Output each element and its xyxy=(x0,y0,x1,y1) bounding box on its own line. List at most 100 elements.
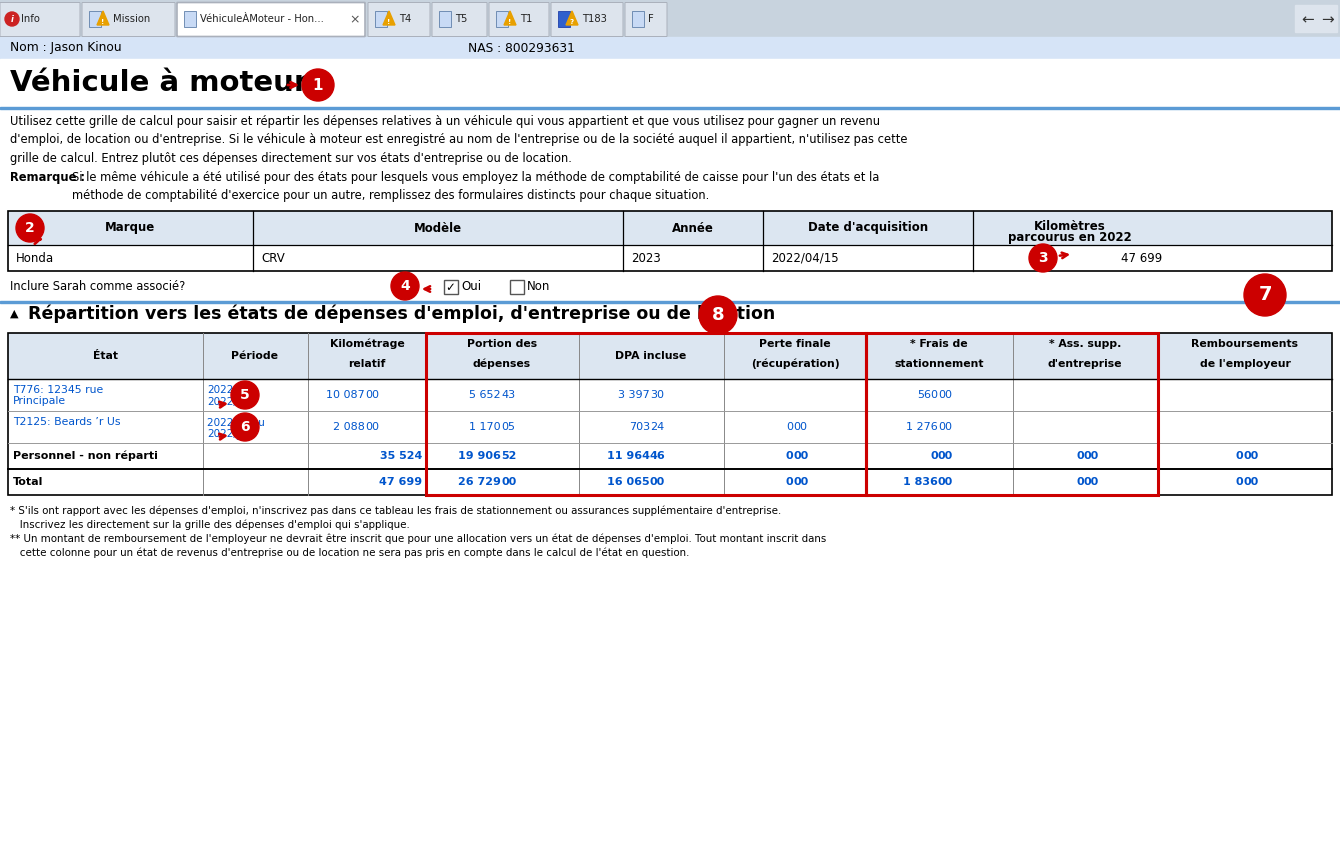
Bar xyxy=(444,280,458,294)
Text: 24: 24 xyxy=(650,422,665,432)
Text: Info: Info xyxy=(21,14,40,25)
Circle shape xyxy=(391,272,419,300)
Bar xyxy=(0,107,1340,109)
Text: 3 397: 3 397 xyxy=(618,390,650,400)
Text: VéhiculeÀMoteur - Hon...: VéhiculeÀMoteur - Hon... xyxy=(200,14,324,25)
Text: !: ! xyxy=(508,19,512,25)
Text: parcourus en 2022: parcourus en 2022 xyxy=(1008,231,1132,244)
FancyBboxPatch shape xyxy=(82,3,176,36)
Text: 00: 00 xyxy=(1084,477,1099,487)
Text: 00: 00 xyxy=(938,390,951,400)
Text: 7: 7 xyxy=(1258,285,1272,305)
Text: 00: 00 xyxy=(938,451,953,461)
Text: DPA incluse: DPA incluse xyxy=(615,351,686,361)
Text: CRV: CRV xyxy=(261,251,284,265)
Text: 10 087: 10 087 xyxy=(326,390,364,400)
Text: Total: Total xyxy=(13,477,43,487)
Bar xyxy=(511,280,524,294)
Text: 4: 4 xyxy=(401,279,410,293)
Text: F: F xyxy=(649,14,654,25)
Text: 2023: 2023 xyxy=(631,251,661,265)
Circle shape xyxy=(230,413,259,441)
Text: 47 699: 47 699 xyxy=(379,477,422,487)
Bar xyxy=(0,301,1340,304)
Bar xyxy=(8,333,1332,495)
Text: ×: × xyxy=(350,13,360,26)
Text: 35 524: 35 524 xyxy=(379,451,422,461)
Text: T183: T183 xyxy=(582,14,607,25)
Text: !: ! xyxy=(387,19,391,25)
Text: T5: T5 xyxy=(456,14,468,25)
Text: 00: 00 xyxy=(938,477,953,487)
Text: Marque: Marque xyxy=(105,222,155,234)
Text: 52: 52 xyxy=(501,451,516,461)
Text: Kilomètres: Kilomètres xyxy=(1034,220,1106,233)
Text: T2125: Beards ’r Us: T2125: Beards ’r Us xyxy=(13,417,121,427)
Text: i: i xyxy=(11,15,13,24)
Text: 0: 0 xyxy=(785,477,793,487)
Text: stationnement: stationnement xyxy=(894,359,984,369)
Text: 560: 560 xyxy=(917,390,938,400)
Bar xyxy=(0,0,1340,37)
Text: ←: ← xyxy=(1301,12,1315,27)
FancyBboxPatch shape xyxy=(0,3,80,36)
Text: 2022/0_ au: 2022/0_ au xyxy=(206,417,265,428)
Text: 2022/04/15: 2022/04/15 xyxy=(770,251,839,265)
Polygon shape xyxy=(383,11,395,25)
Text: T4: T4 xyxy=(399,14,411,25)
Text: 1 276: 1 276 xyxy=(906,422,938,432)
Text: ?: ? xyxy=(570,19,574,25)
Text: Portion des: Portion des xyxy=(466,339,537,349)
Circle shape xyxy=(302,69,334,101)
Text: 0: 0 xyxy=(787,422,793,432)
Text: 2022/1_: 2022/1_ xyxy=(206,396,249,407)
Text: Remboursements: Remboursements xyxy=(1191,339,1298,349)
Text: T1: T1 xyxy=(520,14,532,25)
Text: * Frais de: * Frais de xyxy=(910,339,967,349)
Circle shape xyxy=(5,12,19,26)
Text: →: → xyxy=(1321,12,1335,27)
Text: 0: 0 xyxy=(785,451,793,461)
Text: 2022/_: 2022/_ xyxy=(206,428,243,439)
Text: 00: 00 xyxy=(793,477,808,487)
Text: Principale: Principale xyxy=(13,396,66,406)
Text: (récupération): (récupération) xyxy=(750,359,839,369)
Text: 00: 00 xyxy=(938,422,951,432)
Text: 00: 00 xyxy=(364,390,379,400)
Text: 2: 2 xyxy=(25,221,35,235)
Bar xyxy=(8,333,1332,379)
Bar xyxy=(184,11,196,27)
Text: 00: 00 xyxy=(1244,477,1258,487)
Text: 19 906: 19 906 xyxy=(458,451,501,461)
Text: T776: 12345 rue: T776: 12345 rue xyxy=(13,385,103,395)
Text: 26 729: 26 729 xyxy=(458,477,501,487)
Text: 0: 0 xyxy=(1076,451,1084,461)
Bar xyxy=(496,11,508,27)
Text: Utilisez cette grille de calcul pour saisir et répartir les dépenses relatives à: Utilisez cette grille de calcul pour sai… xyxy=(9,115,907,165)
Text: 0: 0 xyxy=(1235,477,1244,487)
Text: NAS : 800293631: NAS : 800293631 xyxy=(468,41,575,54)
Bar xyxy=(632,11,645,27)
Text: 0: 0 xyxy=(1235,451,1244,461)
Polygon shape xyxy=(565,11,578,25)
Text: 11 964: 11 964 xyxy=(607,451,650,461)
Bar xyxy=(0,37,1340,59)
Circle shape xyxy=(699,296,737,334)
Bar xyxy=(866,333,1158,495)
Text: 43: 43 xyxy=(501,390,515,400)
Bar xyxy=(1294,5,1337,32)
Text: 00: 00 xyxy=(501,477,516,487)
Text: 6: 6 xyxy=(240,420,249,434)
Text: 00: 00 xyxy=(364,422,379,432)
Bar xyxy=(557,11,570,27)
Text: 1: 1 xyxy=(312,78,323,92)
Text: Période: Période xyxy=(232,351,279,361)
Circle shape xyxy=(230,381,259,409)
Bar xyxy=(8,211,1332,271)
Text: Si le même véhicule a été utilisé pour des états pour lesquels vous employez la : Si le même véhicule a été utilisé pour d… xyxy=(72,171,879,202)
Text: Perte finale: Perte finale xyxy=(760,339,831,349)
Text: Nom : Jason Kinou: Nom : Jason Kinou xyxy=(9,41,122,54)
Text: 00: 00 xyxy=(1244,451,1258,461)
Text: 0: 0 xyxy=(930,451,938,461)
Text: * S'ils ont rapport avec les dépenses d'emploi, n'inscrivez pas dans ce tableau : * S'ils ont rapport avec les dépenses d'… xyxy=(9,505,781,515)
